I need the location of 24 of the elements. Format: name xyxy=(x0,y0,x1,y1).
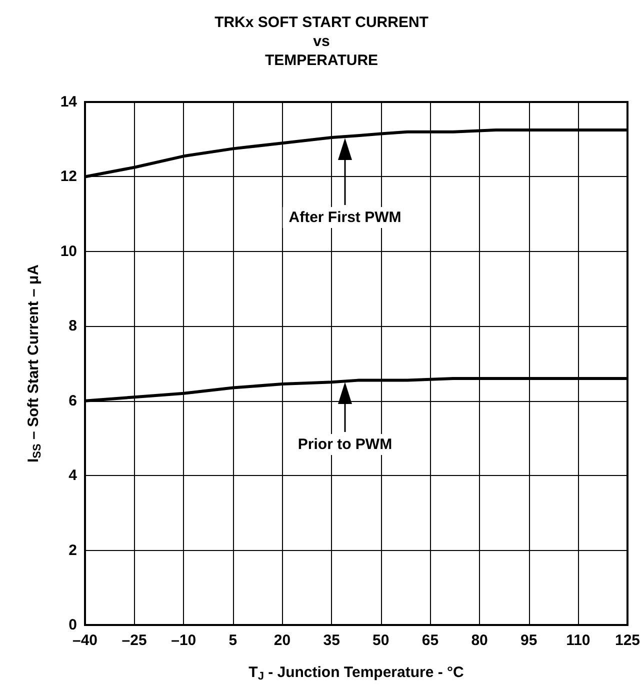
y-tick-label: 8 xyxy=(68,318,77,335)
x-tick-label: 110 xyxy=(566,632,590,649)
x-tick-label: –40 xyxy=(72,632,98,649)
x-tick-label: –25 xyxy=(122,632,147,649)
y-tick-label: 14 xyxy=(60,94,78,110)
x-tick-label: –10 xyxy=(171,632,196,649)
y-tick-label: 12 xyxy=(60,168,77,186)
x-tick-label: 50 xyxy=(372,632,390,649)
y-tick-label: 6 xyxy=(68,392,77,410)
annotation: Prior to PWM xyxy=(292,434,398,455)
x-tick-label: 65 xyxy=(422,632,439,649)
annotation: After First PWM xyxy=(282,207,408,228)
x-tick-label: 35 xyxy=(323,632,340,649)
y-tick-label: 10 xyxy=(60,242,77,260)
x-tick-label: 80 xyxy=(471,632,488,649)
x-tick-label: 20 xyxy=(274,632,291,649)
x-tick-label: 5 xyxy=(228,632,238,649)
x-tick-label: 125 xyxy=(614,632,640,649)
x-tick-label: 95 xyxy=(520,632,538,649)
y-axis-title: ISS – Soft Start Current – μA xyxy=(25,264,44,463)
y-tick-label: 0 xyxy=(68,616,77,634)
y-tick-label: 4 xyxy=(68,467,78,484)
chart-title: TRKx SOFT START CURRENT vs TEMPERATURE xyxy=(214,14,428,69)
y-tick-label: 2 xyxy=(68,542,77,559)
